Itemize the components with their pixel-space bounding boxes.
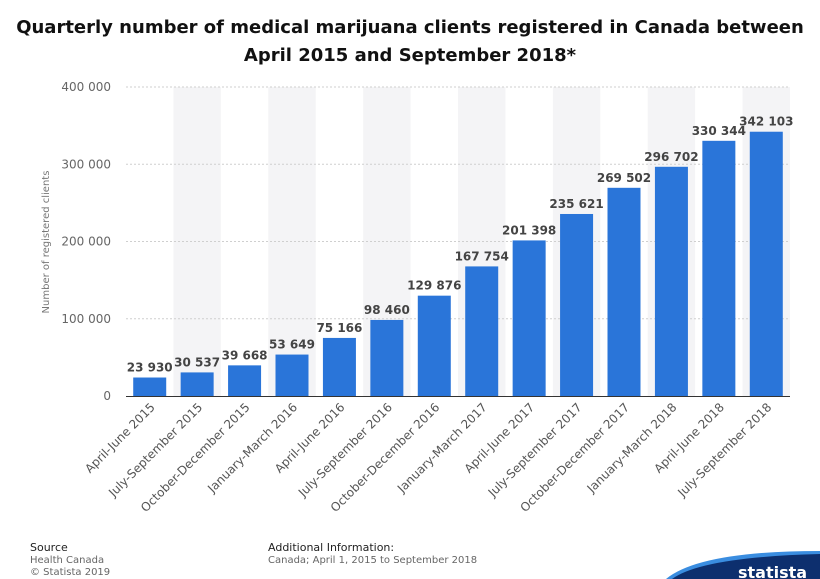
bar [654,166,688,396]
value-label: 39 668 [222,348,268,362]
value-label: 98 460 [364,303,410,317]
y-tick-label: 400 000 [61,80,111,94]
y-tick-label: 100 000 [61,312,111,326]
bar [275,354,309,396]
x-tick-label: January-March 2017 [394,400,490,496]
value-label: 23 930 [127,361,173,375]
value-label: 30 537 [174,355,220,369]
y-tick-label: 300 000 [61,157,111,171]
bar [702,140,736,396]
value-label: 235 621 [549,197,603,211]
bar [512,240,546,396]
chart-title: Quarterly number of medical marijuana cl… [16,17,804,66]
x-tick-label: July-September 2016 [295,400,395,500]
bar [417,295,451,396]
value-label: 129 876 [407,279,461,293]
statista-logo: statista [660,551,820,579]
source-line-2: © Statista 2019 [30,567,111,578]
value-label: 330 344 [692,124,746,138]
source-line-1: Health Canada [30,555,105,566]
value-label: 53 649 [269,338,315,352]
x-tick-label: January-March 2018 [584,400,680,496]
bars [133,131,783,396]
y-axis-label: Number of registered clients [41,171,52,314]
source-label: Source [30,541,68,554]
additional-info-label: Additional Information: [268,541,395,554]
column-band [173,87,221,396]
x-tick-label: January-March 2016 [204,400,300,496]
x-tick-label: July-September 2017 [485,400,585,500]
logo-text: statista [738,563,807,579]
value-label: 75 166 [316,321,362,335]
value-label: 296 702 [644,150,698,164]
value-label: 342 103 [739,115,793,129]
bar [749,131,783,396]
value-label: 167 754 [455,249,509,263]
bar [607,187,641,396]
bar [465,266,499,396]
bar [133,377,167,396]
y-axis-ticks: 0 100 000 200 000 300 000 400 000 [61,80,111,403]
bar [560,213,594,396]
x-tick-label: July-September 2018 [674,400,774,500]
bar [370,319,404,396]
value-label: 201 398 [502,223,556,237]
additional-info-text: Canada; April 1, 2015 to September 2018 [268,555,478,566]
bar-chart: 0 100 000 200 000 300 000 400 000 Number of … [41,80,794,515]
bar [180,372,214,396]
y-tick-label: 200 000 [61,235,111,249]
x-tick-label: July-September 2015 [105,400,205,500]
value-label: 269 502 [597,171,651,185]
bar [322,337,356,396]
y-tick-label: 0 [103,389,111,403]
bar [228,365,262,396]
